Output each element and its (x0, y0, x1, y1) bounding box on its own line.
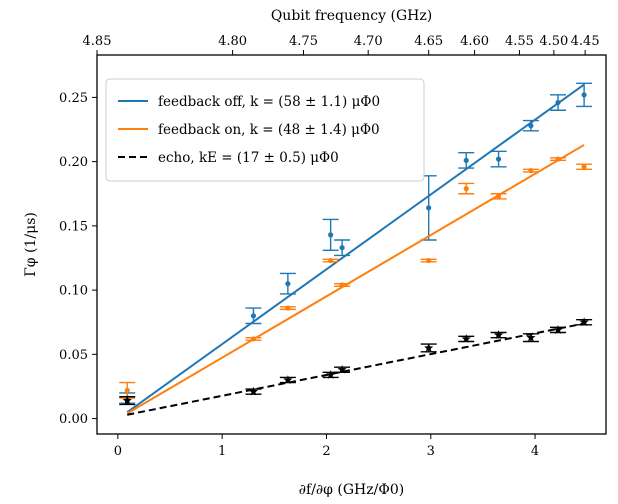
data-point (426, 205, 432, 211)
top-tick-label: 4.85 (83, 34, 112, 49)
data-point (555, 156, 561, 162)
top-tick-label: 4.55 (505, 34, 534, 49)
x-tick-label: 4 (531, 444, 539, 459)
data-point (495, 193, 502, 199)
legend-label-1: feedback on, k = (48 ± 1.4) μΦ0 (158, 122, 380, 138)
data-point (526, 332, 536, 342)
data-point (555, 99, 561, 106)
legend-box (105, 78, 425, 182)
x-tick-label: 0 (114, 444, 122, 459)
fit-line (126, 83, 585, 413)
data-point (124, 387, 130, 393)
top-tick-label: 4.60 (460, 34, 489, 49)
data-point (581, 164, 587, 170)
data-point (122, 395, 132, 405)
y-tick-label: 0.20 (59, 155, 88, 170)
x-tick-label: 2 (322, 444, 330, 459)
fit-line (127, 322, 585, 416)
data-point (461, 334, 471, 343)
y-tick-label: 0.15 (59, 219, 88, 234)
top-tick-label: 4.45 (571, 34, 600, 49)
top-tick-label: 4.70 (354, 34, 383, 49)
top-axis-title: Qubit frequency (GHz) (271, 8, 432, 24)
y-tick-label: 0.00 (59, 412, 88, 427)
plot-frame (96, 54, 607, 435)
y-axis-title: Γφ (1/μs) (23, 212, 39, 277)
data-point (339, 282, 345, 288)
data-point (339, 245, 345, 251)
x-tick-label: 1 (218, 444, 226, 459)
data-point (337, 364, 347, 374)
data-point (328, 257, 334, 264)
data-point (250, 336, 257, 342)
x-tick-label: 3 (427, 444, 435, 459)
data-point (326, 370, 336, 379)
series-layer (119, 82, 593, 416)
data-point (250, 313, 257, 319)
legend: feedback off, k = (58 ± 1.1) μΦ0 feedback… (105, 78, 425, 182)
data-point (248, 386, 259, 396)
fit-line (126, 144, 585, 415)
data-point (553, 325, 563, 334)
data-point (463, 186, 469, 192)
top-tick-label: 4.75 (289, 34, 318, 49)
data-point (328, 232, 334, 238)
top-tick-label: 4.50 (539, 34, 568, 49)
top-tick-label: 4.65 (414, 34, 443, 49)
series-2 (119, 317, 593, 416)
top-tick-label: 4.80 (218, 34, 247, 49)
y-tick-label: 0.25 (59, 91, 88, 106)
data-point (495, 156, 502, 162)
data-point (579, 317, 589, 327)
y-tick-label: 0.05 (59, 348, 88, 363)
data-point (285, 281, 291, 287)
axes-layer: 0 1 2 3 4 0.00 0.05 0.10 0.15 0.20 0.25 4.85 4.80 4.7… (59, 34, 600, 459)
series-1 (119, 144, 593, 415)
data-point (424, 343, 434, 352)
data-point (285, 305, 291, 311)
data-point (426, 257, 432, 264)
y-tick-label: 0.10 (59, 284, 88, 299)
data-point (283, 375, 293, 384)
data-point (528, 123, 534, 129)
data-point (581, 92, 587, 98)
data-point (494, 330, 504, 339)
data-point (528, 168, 534, 174)
legend-label-0: feedback off, k = (58 ± 1.1) μΦ0 (158, 94, 380, 110)
data-point (463, 157, 469, 163)
x-axis-title: ∂f/∂φ (GHz/Φ0) (299, 482, 404, 498)
legend-label-2: echo, kE = (17 ± 0.5) μΦ0 (158, 150, 339, 166)
series-0 (119, 82, 593, 413)
